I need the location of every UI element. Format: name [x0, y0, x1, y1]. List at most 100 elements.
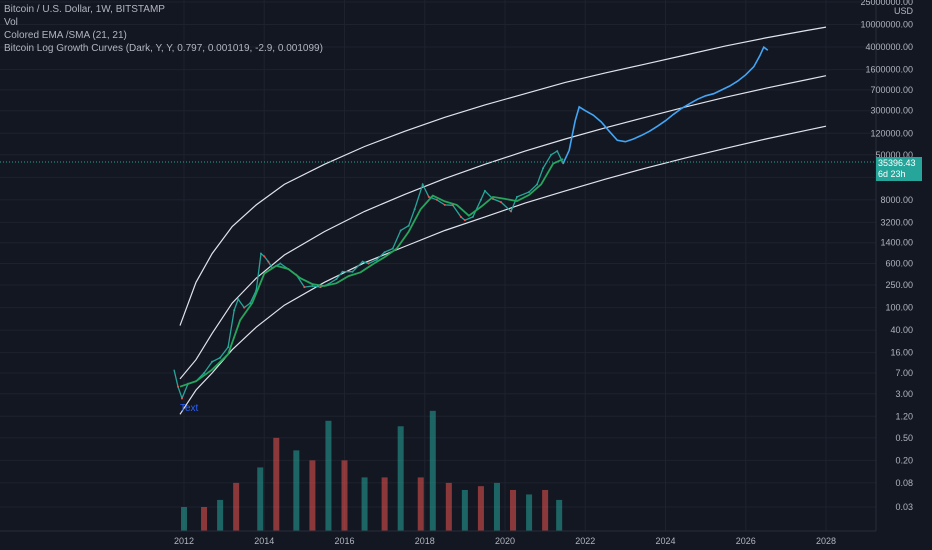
price-point — [407, 224, 410, 227]
price-point — [435, 198, 438, 201]
volume-bar — [542, 489, 549, 531]
price-point — [421, 183, 424, 186]
volume-bar — [217, 499, 224, 531]
chart-legend: Bitcoin / U.S. Dollar, 1W, BITSTAMP Vol … — [4, 3, 323, 55]
volume-bar — [526, 494, 533, 531]
price-point — [177, 385, 179, 388]
price-point — [243, 306, 246, 309]
volume-bar — [361, 477, 368, 531]
volume-bar — [309, 460, 316, 531]
price-point — [463, 219, 466, 222]
y-tick-label: 120000.00 — [870, 128, 913, 138]
y-tick-label: 4000000.00 — [865, 42, 913, 52]
price-point — [227, 346, 230, 349]
price-point — [399, 229, 402, 232]
price-point — [556, 150, 559, 153]
price-point — [233, 309, 236, 312]
price-point — [249, 302, 252, 305]
price-point — [219, 356, 222, 359]
price-point — [203, 372, 206, 374]
volume-bar — [233, 482, 240, 531]
price-point — [500, 201, 502, 204]
x-tick-label: 2022 — [575, 536, 595, 546]
ema-line — [179, 158, 564, 388]
y-tick-label: 7.00 — [895, 368, 913, 378]
volume-bar — [325, 420, 332, 531]
growth-curves — [179, 26, 827, 415]
volume-bar — [429, 410, 436, 531]
text-annotation[interactable]: Text — [180, 403, 199, 414]
price-point — [311, 285, 314, 287]
y-tick-label: 600.00 — [885, 259, 913, 269]
legend-growth-curves-indicator[interactable]: Bitcoin Log Growth Curves (Dark, Y, Y, 0… — [4, 43, 323, 54]
price-point — [335, 278, 338, 280]
volume-bar — [477, 486, 484, 531]
price-point — [383, 251, 386, 254]
price-point — [528, 191, 531, 193]
price-point — [550, 153, 553, 156]
y-tick-label: 0.03 — [895, 502, 913, 512]
x-tick-label: 2014 — [254, 536, 274, 546]
x-tick-label: 2012 — [174, 536, 194, 546]
middle-growth-curve — [179, 75, 827, 380]
price-point — [479, 198, 482, 201]
y-tick-label: 3.00 — [895, 389, 913, 399]
y-tick-label: 700000.00 — [870, 85, 913, 95]
price-point — [375, 258, 378, 261]
price-point — [303, 286, 306, 289]
price-point — [459, 215, 462, 218]
projection-line — [562, 45, 769, 164]
y-tick-label: 8000.00 — [880, 195, 913, 205]
price-point — [263, 255, 266, 258]
volume-bar — [273, 437, 280, 531]
volume-bar — [445, 482, 452, 531]
price-point — [391, 247, 394, 250]
price-point — [181, 397, 183, 400]
y-tick-label: 300000.00 — [870, 106, 913, 116]
price-point — [413, 208, 416, 211]
x-tick-label: 2028 — [816, 536, 836, 546]
x-tick-label: 2018 — [415, 536, 435, 546]
y-tick-label: 0.20 — [895, 455, 913, 465]
volume-bar — [461, 489, 468, 531]
price-point — [367, 262, 370, 265]
price-series — [173, 45, 769, 401]
x-tick-label: 2026 — [736, 536, 756, 546]
price-point — [361, 260, 364, 263]
y-tick-label: 250.00 — [885, 280, 913, 290]
time-axis[interactable]: 2012 2014 2016 2018 2020 2022 2024 2026 2028 — [174, 536, 836, 546]
lower-growth-curve — [179, 125, 827, 415]
volume-bar — [257, 467, 264, 531]
price-point — [237, 298, 240, 301]
price-point — [279, 262, 282, 265]
price-point — [211, 360, 214, 363]
y-tick-label: 0.08 — [895, 478, 913, 488]
x-tick-label: 2016 — [334, 536, 354, 546]
y-tick-label: 3200.00 — [880, 217, 913, 227]
volume-bar — [556, 499, 563, 531]
y-tick-label: 25000000.00 — [860, 0, 913, 7]
y-tick-label: 40.00 — [890, 325, 913, 335]
price-point — [341, 270, 344, 273]
volume-bar — [397, 426, 404, 531]
y-tick-label: 1600000.00 — [865, 65, 913, 75]
y-tick-label: 100.00 — [885, 303, 913, 313]
volume-bar — [381, 477, 388, 531]
price-point — [542, 167, 545, 170]
volume-bar — [341, 460, 348, 531]
legend-ema-indicator[interactable]: Colored EMA /SMA (21, 21) — [4, 30, 127, 41]
price-point — [267, 260, 270, 263]
price-point — [427, 195, 430, 198]
volume-bars — [181, 410, 563, 531]
current-price-badge: 35396.43 6d 23h — [876, 157, 922, 181]
price-point — [319, 286, 322, 289]
price-axis[interactable]: 25000000.00 10000000.00 4000000.00 1600000.… — [860, 0, 913, 512]
y-tick-label: 16.00 — [890, 348, 913, 358]
x-tick-label: 2024 — [655, 536, 675, 546]
price-point — [516, 195, 518, 198]
y-axis-unit: USD — [894, 6, 914, 16]
legend-symbol-title[interactable]: Bitcoin / U.S. Dollar, 1W, BITSTAMP — [4, 4, 165, 15]
legend-volume[interactable]: Vol — [4, 17, 18, 28]
y-tick-label: 1400.00 — [880, 238, 913, 248]
